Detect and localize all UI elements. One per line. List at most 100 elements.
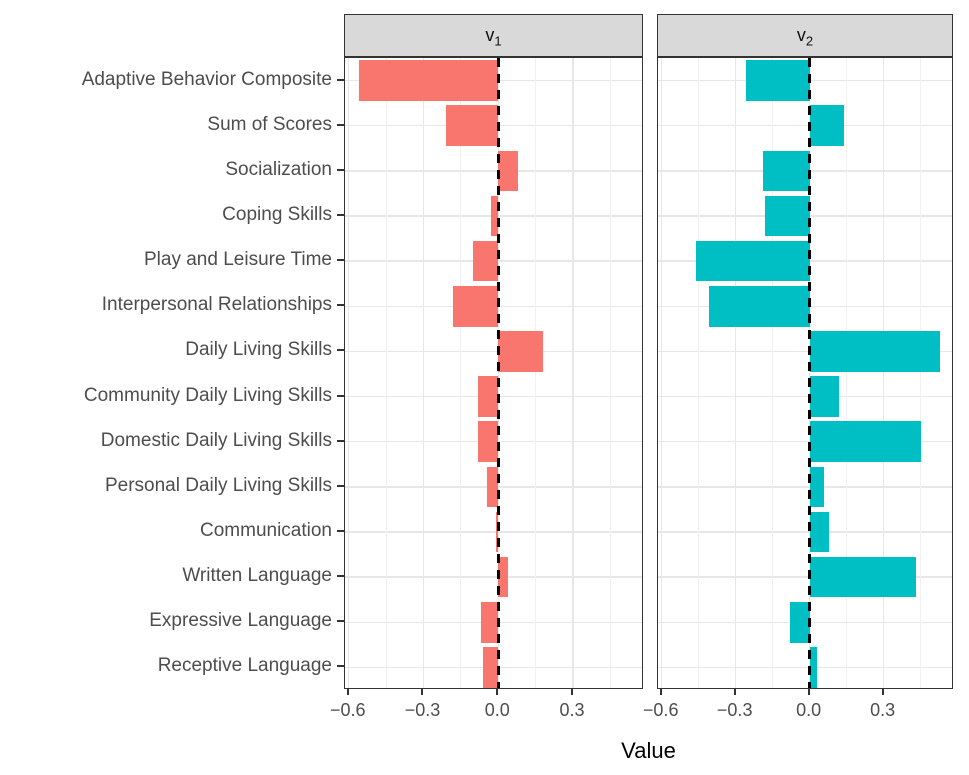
bar-v2-10 (809, 466, 825, 508)
y-axis-category-label: Expressive Language (149, 610, 332, 632)
x-axis-title: Value (621, 738, 676, 763)
x-axis-tick (496, 689, 499, 695)
facet-panel-v1 (344, 57, 643, 689)
y-axis-category-label: Domestic Daily Living Skills (100, 429, 332, 451)
gridline-horizontal (345, 576, 642, 578)
x-axis-tick (733, 689, 736, 695)
bar-v2-11 (809, 511, 830, 553)
y-axis-tick (337, 259, 344, 262)
gridline-vertical-major (883, 58, 885, 688)
facet-strip-label: v1 (485, 25, 502, 49)
gridline-vertical-major (572, 58, 574, 688)
x-axis-tick-label: −0.3 (716, 700, 753, 720)
gridline-horizontal (658, 531, 952, 533)
y-axis-tick (337, 214, 344, 216)
y-axis-category-label: Community Daily Living Skills (83, 384, 332, 406)
gridline-horizontal (658, 350, 952, 353)
bar-v2-4 (765, 195, 810, 237)
x-axis-tick (570, 689, 573, 695)
gridline-vertical-minor (535, 58, 537, 688)
gridline-vertical-minor (920, 58, 922, 688)
y-axis-tick (337, 168, 344, 171)
bar-v1-12 (498, 556, 509, 598)
bar-v1-1 (358, 60, 499, 101)
bar-v2-13 (789, 601, 810, 643)
bar-v1-14 (483, 647, 499, 688)
y-axis-category-label: Socialization (225, 158, 332, 180)
y-axis-tick (337, 575, 344, 578)
zero-reference-line (808, 58, 812, 688)
x-axis-tick-label: 0.0 (484, 700, 510, 720)
x-axis-tick (881, 689, 884, 695)
x-axis-tick-label: 0.3 (870, 700, 896, 720)
bar-v1-10 (487, 466, 499, 508)
x-axis-tick (659, 689, 662, 695)
y-axis-tick (337, 78, 344, 81)
gridline-vertical-major (661, 58, 663, 688)
bar-v1-5 (473, 240, 499, 282)
gridline-horizontal (345, 531, 642, 533)
gridline-vertical-minor (846, 58, 848, 688)
y-axis-tick (337, 349, 344, 352)
bar-v2-14 (809, 647, 818, 688)
y-axis-category-label: Daily Living Skills (185, 339, 332, 361)
x-axis-tick (346, 689, 349, 695)
facet-strip-subscript: 2 (805, 33, 814, 49)
x-axis-tick-label: −0.6 (642, 700, 679, 720)
gridline-horizontal (345, 350, 642, 353)
y-axis-category-label: Receptive Language (157, 655, 332, 677)
bar-v2-8 (809, 376, 840, 417)
facet-strip-subscript: 1 (494, 33, 502, 49)
bar-v1-4 (490, 195, 499, 237)
bar-v2-3 (762, 150, 810, 192)
zero-reference-line (496, 58, 500, 688)
x-axis-tick (807, 689, 810, 695)
y-axis-tick (337, 439, 344, 442)
bar-v1-3 (498, 150, 519, 192)
bar-v1-2 (445, 105, 499, 147)
gridline-horizontal (658, 125, 952, 127)
gridline-horizontal (658, 486, 952, 488)
gridline-vertical-major (422, 58, 425, 688)
gridline-horizontal (345, 170, 642, 172)
gridline-horizontal (658, 576, 952, 578)
gridline-vertical-minor (772, 58, 774, 688)
gridline-horizontal (658, 666, 952, 669)
y-axis-category-label: Interpersonal Relationships (101, 294, 332, 316)
y-axis-category-label: Written Language (182, 565, 332, 587)
gridline-vertical-minor (460, 58, 462, 688)
x-axis-tick (421, 689, 424, 695)
bar-v2-7 (809, 331, 941, 372)
bar-v2-2 (809, 105, 845, 147)
gridline-vertical-major (348, 58, 350, 688)
facet-strip-v1: v1 (344, 14, 643, 57)
facet-panel-v2 (657, 57, 953, 689)
bar-v1-13 (480, 601, 499, 643)
gridline-horizontal (658, 441, 952, 443)
gridline-vertical-minor (609, 58, 611, 688)
y-axis-tick (337, 620, 344, 623)
y-axis-category-label: Personal Daily Living Skills (104, 474, 332, 496)
bar-v2-1 (745, 60, 810, 101)
x-axis-tick-label: 0.0 (796, 700, 822, 720)
bar-v1-7 (498, 331, 544, 372)
bar-v1-8 (478, 376, 499, 417)
bar-v1-9 (478, 421, 499, 463)
bar-v2-9 (809, 421, 921, 463)
x-axis-tick-label: −0.6 (329, 700, 366, 720)
x-axis-tick-label: −0.3 (404, 700, 441, 720)
bar-v2-5 (696, 240, 810, 282)
y-axis-tick (337, 665, 344, 668)
y-axis-category-label: Sum of Scores (207, 113, 332, 135)
gridline-vertical-minor (698, 58, 700, 688)
y-axis-tick (337, 530, 344, 532)
bar-v2-12 (809, 556, 916, 598)
facet-strip-v2: v2 (657, 14, 953, 57)
y-axis-category-label: Adaptive Behavior Composite (81, 68, 332, 90)
bar-v1-6 (453, 285, 499, 327)
gridline-vertical-major (735, 58, 737, 688)
bar-v2-6 (708, 285, 810, 327)
facet-strip-label: v2 (796, 25, 814, 49)
x-axis-tick-label: 0.3 (559, 700, 585, 720)
